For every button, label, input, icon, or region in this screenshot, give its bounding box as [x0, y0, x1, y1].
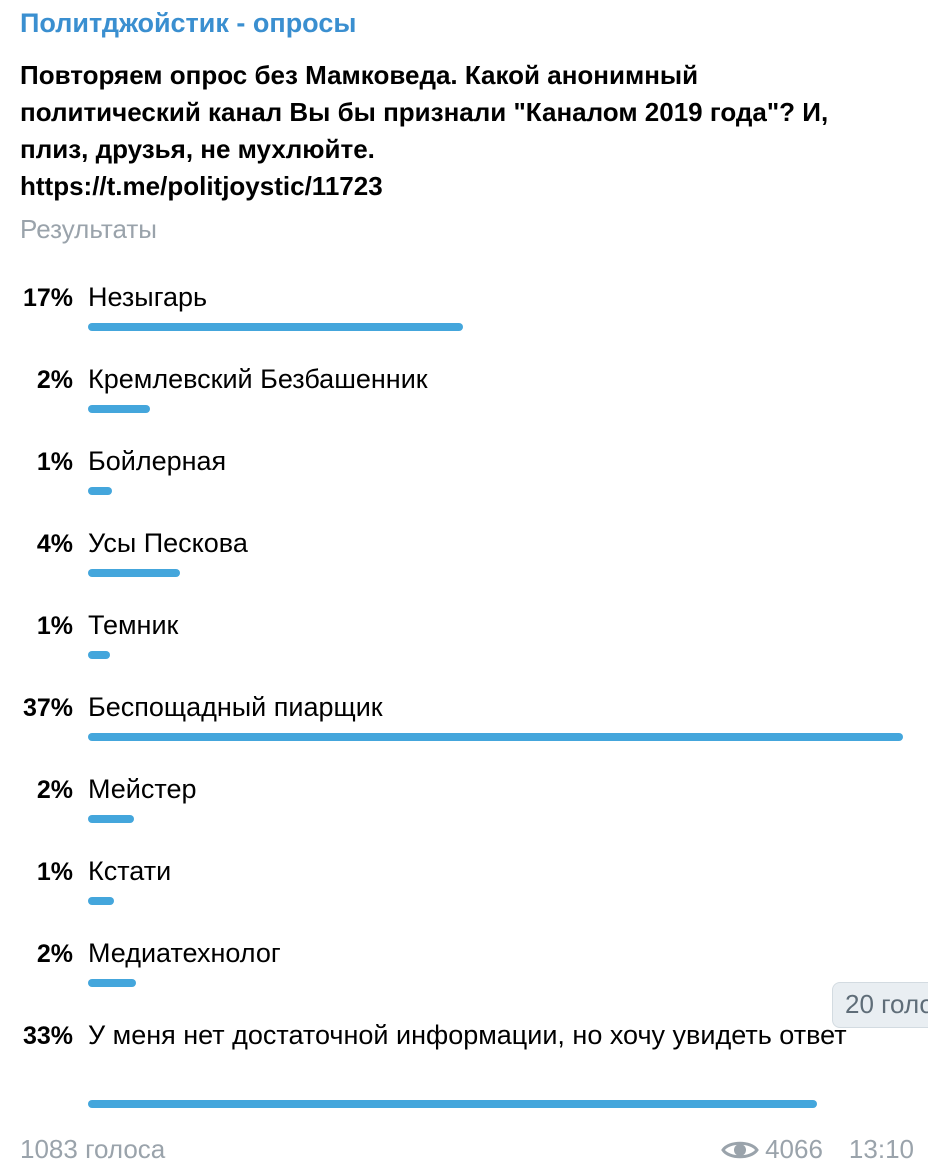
option-text: Бойлерная [88, 446, 227, 476]
option-percent: 2% [36, 776, 73, 804]
option-percent: 1% [36, 448, 73, 476]
option-bar [88, 733, 903, 741]
date-badge[interactable]: 20 голо [832, 982, 928, 1028]
option-text: Незыгарь [88, 282, 208, 312]
poll-option: 1% Кстати [0, 856, 928, 926]
option-percent: 37% [22, 694, 73, 722]
channel-title[interactable]: Политджойстик - опросы [20, 8, 357, 38]
poll-option: 2% Кремлевский Безбашенник [0, 364, 928, 434]
message-meta: 4066 13:10 [721, 1134, 914, 1165]
views-count: 4066 [765, 1134, 823, 1164]
poll-option: 1% Бойлерная [0, 446, 928, 516]
poll-option: 1% Темник [0, 610, 928, 680]
option-percent: 4% [36, 530, 73, 558]
option-percent: 1% [36, 612, 73, 640]
option-text: Усы Пескова [88, 528, 248, 558]
option-text: Темник [88, 610, 179, 640]
total-votes: 1083 голоса [20, 1134, 166, 1164]
option-bar [88, 323, 463, 331]
poll-question: Повторяем опрос без Мамковеда. Какой ано… [20, 57, 920, 205]
option-text: Кремлевский Безбашенник [88, 364, 428, 394]
poll-option: 37% Беспощадный пиарщик [0, 692, 928, 762]
option-text: Мейстер [88, 774, 197, 804]
option-bar [88, 897, 114, 905]
option-text: Медиатехнолог [88, 938, 281, 968]
option-percent: 2% [36, 366, 73, 394]
results-label: Результаты [20, 214, 157, 244]
poll-option: 33% У меня нет достаточной информации, н… [0, 1020, 928, 1120]
option-percent: 17% [22, 284, 73, 312]
option-bar [88, 405, 150, 413]
option-bar [88, 815, 134, 823]
poll-option: 4% Усы Пескова [0, 528, 928, 598]
option-text: Кстати [88, 856, 172, 886]
poll-option: 17% Незыгарь [0, 282, 928, 352]
option-percent: 2% [36, 940, 73, 968]
option-bar [88, 651, 110, 659]
option-percent: 1% [36, 858, 73, 886]
option-bar [88, 979, 136, 987]
option-percent: 33% [22, 1022, 73, 1050]
option-text: Беспощадный пиарщик [88, 692, 383, 722]
option-bar [88, 487, 112, 495]
option-text: У меня нет достаточной информации, но хо… [88, 1020, 847, 1050]
option-bar [88, 569, 180, 577]
eye-icon [721, 1138, 759, 1162]
poll-question-text: Повторяем опрос без Мамковеда. Какой ано… [20, 60, 829, 164]
poll-link[interactable]: https://t.me/politjoystic/11723 [20, 171, 383, 201]
message-time: 13:10 [848, 1134, 914, 1164]
poll-option: 2% Мейстер [0, 774, 928, 844]
poll-option: 2% Медиатехнолог [0, 938, 928, 1008]
option-bar [88, 1100, 817, 1108]
